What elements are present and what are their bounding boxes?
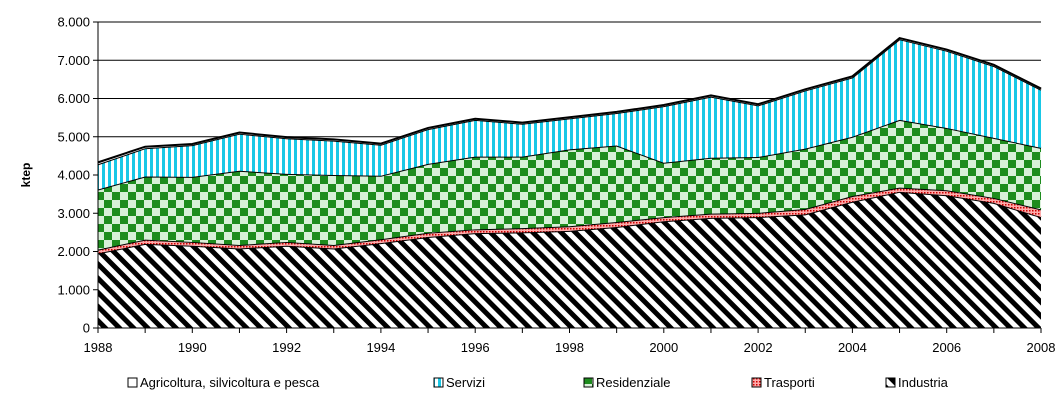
legend-swatch <box>885 377 896 388</box>
y-tick-labels: 0 1.000 2.000 3.000 4.000 5.000 6.000 7.000 8.00… <box>57 15 90 336</box>
x-tick-label: 2000 <box>649 340 678 355</box>
area-residenziale <box>98 119 1041 250</box>
legend-swatch <box>433 377 444 388</box>
legend-item: Agricoltura, silvicoltura e pesca <box>127 375 320 390</box>
y-tick-label: 4.000 <box>57 168 90 183</box>
x-tick-label: 2002 <box>744 340 773 355</box>
x-tick-label: 1992 <box>272 340 301 355</box>
legend-item: Industria <box>885 375 949 390</box>
x-tick-label: 2006 <box>932 340 961 355</box>
legend-label: Industria <box>898 375 949 390</box>
y-tick-label: 6.000 <box>57 91 90 106</box>
y-tick-label: 7.000 <box>57 53 90 68</box>
y-tick-label: 8.000 <box>57 15 90 30</box>
legend-label: Residenziale <box>596 375 670 390</box>
y-tick-label: 5.000 <box>57 129 90 144</box>
area-industria <box>98 191 1041 328</box>
y-tick-label: 3.000 <box>57 206 90 221</box>
x-tick-label: 1994 <box>366 340 395 355</box>
series-line <box>97 36 1042 164</box>
y-tick-label: 0 <box>83 321 90 336</box>
legend-label: Servizi <box>446 375 485 390</box>
area-servizi <box>98 39 1041 190</box>
area-agricoltura <box>98 38 1041 165</box>
x-tick-label: 1988 <box>84 340 113 355</box>
legend-label: Trasporti <box>764 375 815 390</box>
legend-item: Servizi <box>433 375 485 390</box>
x-tick-label: 1990 <box>178 340 207 355</box>
x-tick-label: 2008 <box>1027 340 1056 355</box>
y-tick-label: 1.000 <box>57 282 90 297</box>
x-tick-label: 1996 <box>461 340 490 355</box>
y-tick-label: 2.000 <box>57 244 90 259</box>
legend-label: Agricoltura, silvicoltura e pesca <box>140 375 320 390</box>
legend-swatch <box>583 377 594 388</box>
legend: Agricoltura, silvicoltura e pesca Servizi… <box>127 375 949 390</box>
legend-item: Trasporti <box>751 375 815 390</box>
area-trasporti <box>98 187 1041 254</box>
y-axis-label: ktep <box>19 163 33 188</box>
series-areas <box>97 36 1042 328</box>
axes <box>93 21 1042 333</box>
x-tick-label: 1998 <box>555 340 584 355</box>
x-tick-label: 2004 <box>838 340 867 355</box>
legend-swatch <box>127 377 138 388</box>
legend-item: Residenziale <box>583 375 670 390</box>
x-tick-labels: 1988 1990 1992 1994 1996 1998 2000 2002 2004 2006… <box>84 340 1056 355</box>
legend-swatch <box>751 377 762 388</box>
